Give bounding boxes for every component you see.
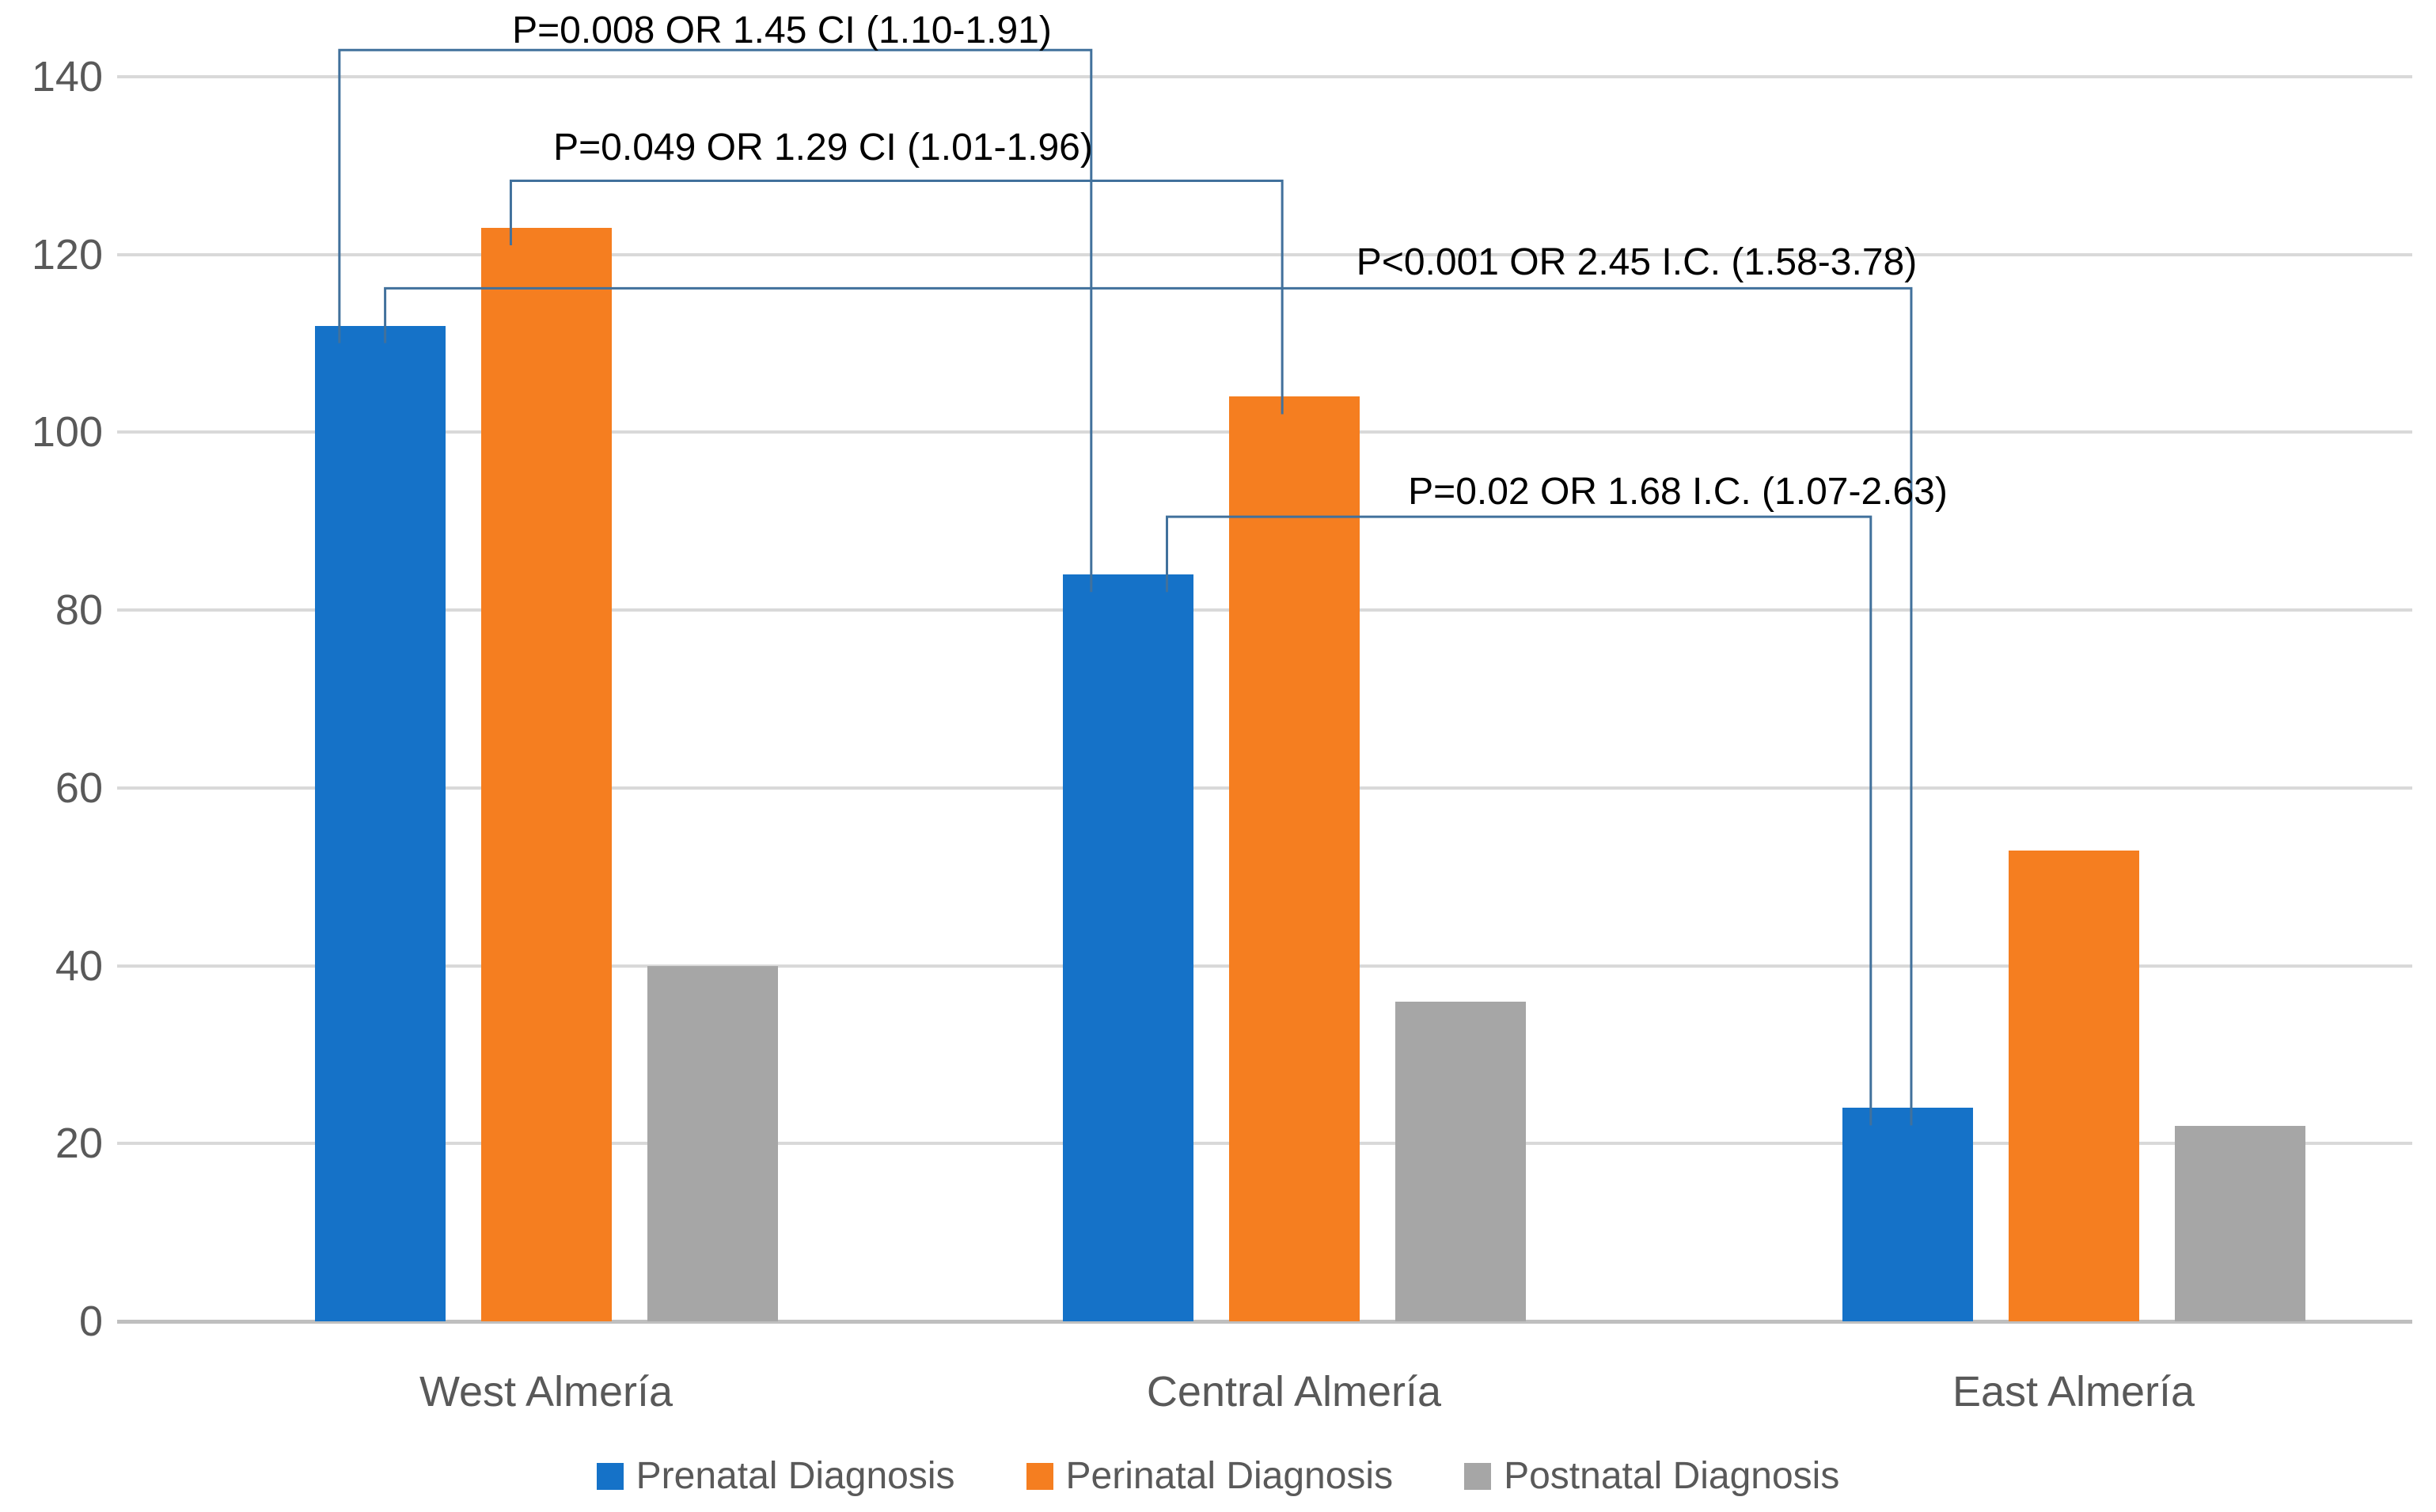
legend-item-perinatal-diagnosis: Perinatal Diagnosis [1026,1454,1394,1498]
significance-label-4: P=0.02 OR 1.68 I.C. (1.07-2.63) [1408,471,1948,513]
bar-perinatal-diagnosis-1 [480,228,612,1321]
bar-perinatal-diagnosis-3 [2008,850,2139,1321]
significance-bracket-4 [1166,515,1873,1126]
category-label: Central Almería [1146,1368,1442,1415]
significance-bracket-1 [338,48,1093,593]
category-label: East Almería [1952,1368,2195,1415]
significance-bracket-2 [509,179,1284,415]
chart-legend: Prenatal Diagnosis Perinatal Diagnosis Pos… [0,1454,2436,1498]
legend-label: Perinatal Diagnosis [1065,1455,1394,1497]
bar-postnatal-diagnosis-2 [1394,1001,1526,1321]
significance-bracket-3 [384,286,1913,1126]
bar-prenatal-diagnosis-1 [314,325,446,1321]
bar-prenatal-diagnosis-3 [1842,1108,1973,1321]
legend-item-postnatal-diagnosis: Postnatal Diagnosis [1464,1454,1839,1498]
legend-item-prenatal-diagnosis: Prenatal Diagnosis [596,1454,955,1498]
legend-swatch-icon [596,1462,624,1490]
y-tick-label: 100 [31,408,103,457]
bar-prenatal-diagnosis-2 [1062,574,1193,1321]
gridline [117,75,2412,78]
bar-postnatal-diagnosis-1 [647,965,778,1321]
legend-label: Prenatal Diagnosis [636,1455,955,1497]
x-axis-line [117,1320,2412,1324]
significance-label-2: P=0.049 OR 1.29 CI (1.01-1.96) [553,127,1093,169]
y-tick-label: 0 [78,1298,103,1345]
y-tick-label: 60 [55,764,103,812]
gridline [117,252,2412,256]
bar-perinatal-diagnosis-2 [1228,396,1360,1321]
significance-label-1: P=0.008 OR 1.45 CI (1.10-1.91) [512,9,1052,51]
category-label: West Almería [419,1368,674,1415]
legend-swatch-icon [1464,1462,1492,1490]
y-tick-label: 80 [55,586,103,635]
y-tick-label: 120 [31,230,103,279]
legend-swatch-icon [1026,1462,1053,1490]
y-tick-label: 140 [31,53,103,100]
significance-label-3: P<0.001 OR 2.45 I.C. (1.58-3.78) [1356,241,1918,283]
y-tick-label: 20 [55,1120,103,1168]
legend-label: Postnatal Diagnosis [1504,1455,1840,1497]
y-tick-label: 40 [55,942,103,990]
bar-postnatal-diagnosis-3 [2174,1125,2305,1321]
